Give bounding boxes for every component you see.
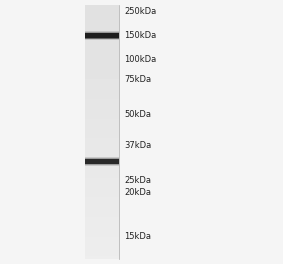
Text: 100kDa: 100kDa bbox=[125, 55, 157, 64]
Bar bbox=[85, 31, 119, 40]
Bar bbox=[85, 32, 119, 39]
Bar bbox=[85, 159, 119, 164]
Bar bbox=[85, 158, 119, 165]
Text: 50kDa: 50kDa bbox=[125, 110, 151, 119]
Bar bbox=[85, 33, 119, 39]
Text: 250kDa: 250kDa bbox=[125, 7, 157, 16]
Bar bbox=[85, 5, 119, 259]
Text: 25kDa: 25kDa bbox=[125, 176, 151, 185]
Text: 75kDa: 75kDa bbox=[125, 75, 152, 84]
Text: 15kDa: 15kDa bbox=[125, 232, 151, 241]
Bar bbox=[85, 157, 119, 166]
Text: 37kDa: 37kDa bbox=[125, 141, 152, 150]
Text: 150kDa: 150kDa bbox=[125, 31, 157, 40]
Bar bbox=[85, 33, 119, 38]
Text: 20kDa: 20kDa bbox=[125, 188, 151, 197]
Bar bbox=[85, 159, 119, 164]
